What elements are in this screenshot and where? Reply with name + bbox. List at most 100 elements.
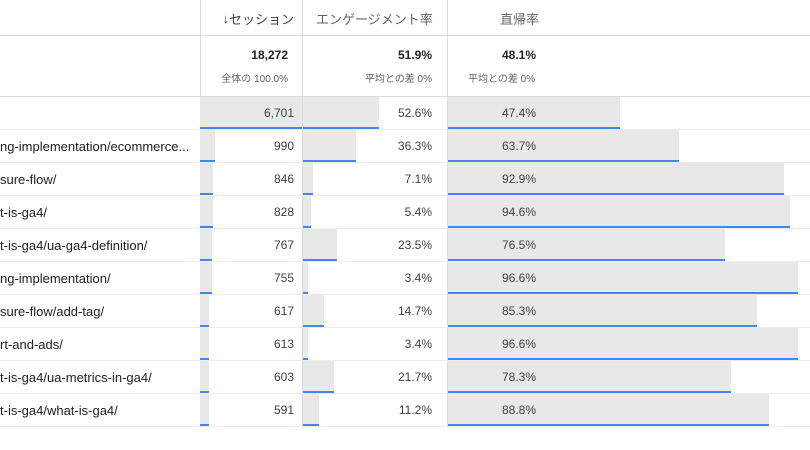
engagement-bar-line [303, 292, 308, 295]
sessions-bar-line [200, 358, 209, 361]
row-divider [0, 426, 810, 427]
sessions-value: 6,701 [263, 106, 294, 120]
sessions-bar [200, 394, 209, 425]
sessions-bar [200, 97, 302, 128]
engagement-header-label: エンゲージメント率 [316, 11, 433, 27]
engagement-value: 14.7% [397, 304, 432, 318]
engagement-bar [303, 196, 311, 227]
bounce-bar [448, 130, 679, 161]
column-header-sessions[interactable]: ↓ セッション [200, 0, 294, 36]
table-row[interactable]: t-is-ga4/ua-metrics-in-ga4/603 21.7% 78.3% [0, 361, 810, 394]
table-row[interactable]: t-is-ga4/828 5.4% 94.6% [0, 196, 810, 229]
sort-arrow-icon: ↓ [222, 10, 229, 26]
sessions-value: 613 [273, 337, 294, 351]
table-row[interactable]: t-is-ga4/what-is-ga4/591 11.2% 88.8% [0, 394, 810, 427]
sessions-value: 828 [273, 205, 294, 219]
engagement-bar-line [303, 160, 356, 163]
sessions-bar-line [200, 292, 212, 295]
table-row[interactable]: sure-flow/846 7.1% 92.9% [0, 163, 810, 196]
column-header-engagement-rate[interactable]: エンゲージメント率 [302, 0, 473, 36]
sessions-bar [200, 130, 215, 161]
bounce-bar-line [448, 127, 620, 130]
table-row[interactable]: ng-implementation/ecommerce... 990 36.3% 63… [0, 130, 810, 163]
totals-engagement-subtext: 平均との差 0% [364, 74, 432, 85]
page-path-cell[interactable]: ng-implementation/ [0, 271, 111, 286]
bounce-bar [448, 163, 784, 194]
totals-bounce: 48.1% 平均との差 0% [448, 36, 568, 96]
table-row[interactable]: ng-implementation/755 3.4% 96.6% [0, 262, 810, 295]
sessions-value: 767 [273, 238, 294, 252]
engagement-bar [303, 328, 308, 359]
bounce-value: 85.3% [502, 304, 537, 318]
engagement-bar-line [303, 424, 319, 427]
sessions-value: 755 [273, 271, 294, 285]
sessions-bar [200, 361, 209, 392]
bounce-bar-line [448, 193, 784, 196]
sessions-bar-line [200, 193, 213, 196]
totals-engagement-value: 51.9% [397, 48, 432, 62]
page-path-cell[interactable]: sure-flow/ [0, 172, 57, 187]
header-divider [0, 35, 810, 36]
engagement-bar [303, 97, 379, 128]
page-path-cell[interactable]: t-is-ga4/ua-metrics-in-ga4/ [0, 370, 152, 385]
engagement-bar [303, 361, 334, 392]
engagement-bar [303, 130, 356, 161]
bounce-bar [448, 328, 798, 359]
bounce-value: 96.6% [502, 271, 537, 285]
sessions-bar-line [200, 127, 302, 130]
engagement-bar [303, 163, 313, 194]
row-divider [0, 393, 810, 394]
bounce-bar [448, 394, 769, 425]
page-path-cell[interactable]: rt-and-ads/ [0, 337, 63, 352]
engagement-bar-line [303, 226, 311, 229]
page-path-cell[interactable]: sure-flow/add-tag/ [0, 304, 105, 319]
engagement-value: 3.4% [404, 337, 432, 351]
totals-sessions-subtext: 全体の 100.0% [221, 74, 288, 85]
table-row[interactable]: t-is-ga4/ua-ga4-definition/767 23.5% 76.5% [0, 229, 810, 262]
sessions-bar-line [200, 391, 209, 394]
sessions-bar [200, 328, 209, 359]
sessions-bar [200, 229, 212, 260]
column-header-bounce-rate[interactable]: 直帰率 [448, 0, 600, 36]
table-row[interactable]: rt-and-ads/613 3.4% 96.6% [0, 328, 810, 361]
bounce-value: 92.9% [502, 172, 537, 186]
bounce-value: 76.5% [502, 238, 537, 252]
page-path-cell[interactable]: t-is-ga4/what-is-ga4/ [0, 403, 118, 418]
bounce-bar [448, 196, 790, 227]
bounce-bar-line [448, 160, 679, 163]
engagement-value: 3.4% [404, 271, 432, 285]
page-path-cell[interactable]: ng-implementation/ecommerce... [0, 139, 190, 154]
engagement-value: 7.1% [404, 172, 432, 186]
bounce-bar-line [448, 325, 757, 328]
bounce-bar-line [448, 259, 725, 262]
column-divider [447, 0, 448, 428]
page-path-cell[interactable]: t-is-ga4/ua-ga4-definition/ [0, 238, 148, 253]
bounce-bar [448, 97, 620, 128]
sessions-bar-line [200, 160, 215, 163]
sessions-bar-line [200, 226, 213, 229]
table-row[interactable]: sure-flow/add-tag/617 14.7% 85.3% [0, 295, 810, 328]
engagement-bar [303, 262, 308, 293]
bounce-value: 78.3% [502, 370, 537, 384]
page-path-cell[interactable]: t-is-ga4/ [0, 205, 47, 220]
sessions-header-label: セッション [228, 11, 294, 27]
row-divider [0, 327, 810, 328]
page-path-cell[interactable] [0, 97, 196, 130]
engagement-value: 23.5% [397, 238, 432, 252]
engagement-value: 5.4% [404, 205, 432, 219]
column-divider [302, 0, 303, 428]
engagement-value: 21.7% [397, 370, 432, 384]
bounce-bar [448, 361, 731, 392]
engagement-bar [303, 229, 337, 260]
engagement-bar-line [303, 325, 324, 328]
bounce-value: 94.6% [502, 205, 537, 219]
totals-bounce-value: 48.1% [502, 48, 537, 62]
bounce-bar [448, 295, 757, 326]
engagement-bar [303, 295, 324, 326]
bounce-bar-line [448, 391, 731, 394]
row-divider [0, 162, 810, 163]
row-divider [0, 129, 810, 130]
sessions-value: 603 [273, 370, 294, 384]
bounce-value: 47.4% [502, 106, 537, 120]
table-row[interactable]: 6,701 52.6% 47.4% [0, 97, 810, 130]
